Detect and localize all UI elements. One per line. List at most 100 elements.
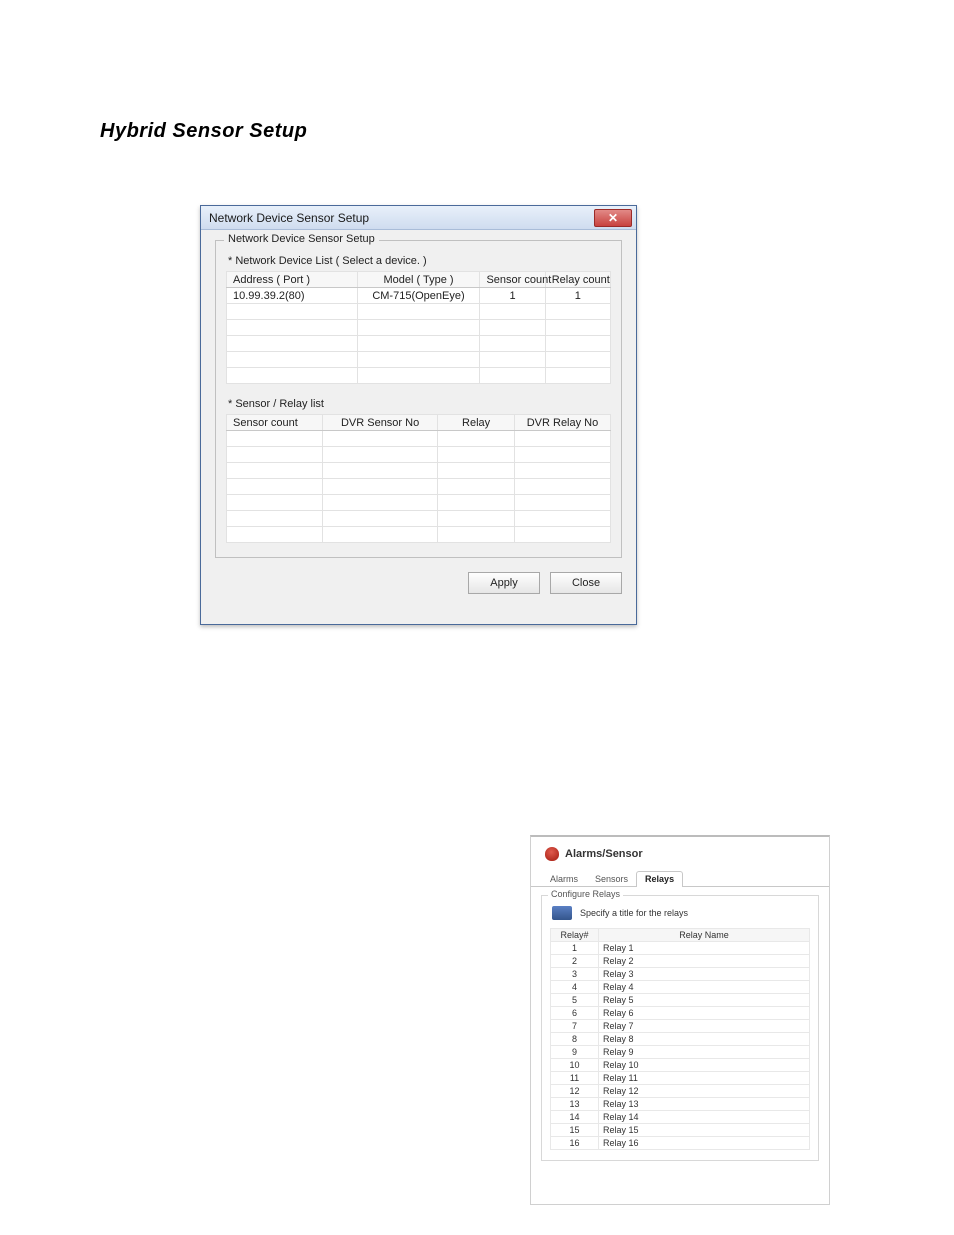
- sensor-relay-list-label: * Sensor / Relay list: [228, 398, 611, 410]
- cell-sensor-count: 1: [480, 288, 545, 304]
- cell-relay-name[interactable]: Relay 15: [599, 1124, 810, 1137]
- col-sensor-count2[interactable]: Sensor count: [227, 415, 323, 431]
- cell-address: 10.99.39.2(80): [227, 288, 358, 304]
- cell-relay-num: 2: [551, 955, 599, 968]
- cell-relay-name[interactable]: Relay 2: [599, 955, 810, 968]
- col-model[interactable]: Model ( Type ): [357, 272, 480, 288]
- table-row[interactable]: [227, 463, 611, 479]
- col-sensor-count[interactable]: Sensor count: [480, 272, 545, 288]
- cell-relay-num: 4: [551, 981, 599, 994]
- table-row[interactable]: [227, 304, 611, 320]
- table-row[interactable]: [227, 336, 611, 352]
- col-address[interactable]: Address ( Port ): [227, 272, 358, 288]
- table-row[interactable]: 2Relay 2: [551, 955, 810, 968]
- cell-relay-name[interactable]: Relay 16: [599, 1137, 810, 1150]
- table-row[interactable]: [227, 495, 611, 511]
- device-list-label: * Network Device List ( Select a device.…: [228, 255, 611, 267]
- cell-model: CM-715(OpenEye): [357, 288, 480, 304]
- hint-icon: [552, 906, 572, 920]
- col-relay[interactable]: Relay: [438, 415, 515, 431]
- cell-relay-num: 7: [551, 1020, 599, 1033]
- cell-relay-name[interactable]: Relay 7: [599, 1020, 810, 1033]
- cell-relay-num: 3: [551, 968, 599, 981]
- table-row[interactable]: 11Relay 11: [551, 1072, 810, 1085]
- hint-text: Specify a title for the relays: [580, 908, 688, 918]
- cell-relay-num: 11: [551, 1072, 599, 1085]
- table-row[interactable]: 10.99.39.2(80)CM-715(OpenEye)11: [227, 288, 611, 304]
- tab-alarms[interactable]: Alarms: [541, 871, 587, 887]
- table-row[interactable]: [227, 320, 611, 336]
- close-icon[interactable]: ✕: [594, 209, 632, 227]
- tab-bar: Alarms Sensors Relays: [531, 867, 829, 887]
- cell-relay-name[interactable]: Relay 5: [599, 994, 810, 1007]
- cell-relay-name[interactable]: Relay 1: [599, 942, 810, 955]
- table-row[interactable]: 7Relay 7: [551, 1020, 810, 1033]
- configure-relays-fieldset: Configure Relays Specify a title for the…: [541, 895, 819, 1161]
- cell-relay-num: 1: [551, 942, 599, 955]
- cell-relay-name[interactable]: Relay 6: [599, 1007, 810, 1020]
- cell-relay-name[interactable]: Relay 12: [599, 1085, 810, 1098]
- table-row[interactable]: [227, 447, 611, 463]
- device-list-table[interactable]: Address ( Port ) Model ( Type ) Sensor c…: [226, 271, 611, 384]
- table-row[interactable]: 6Relay 6: [551, 1007, 810, 1020]
- fieldset-legend: Network Device Sensor Setup: [224, 233, 379, 245]
- col-dvr-sensor-no[interactable]: DVR Sensor No: [323, 415, 438, 431]
- page-title: Hybrid Sensor Setup: [100, 120, 307, 143]
- cell-relay-name[interactable]: Relay 8: [599, 1033, 810, 1046]
- panel-heading: Alarms/Sensor: [531, 837, 829, 867]
- cell-relay-name[interactable]: Relay 11: [599, 1072, 810, 1085]
- col-relay-num[interactable]: Relay#: [551, 929, 599, 942]
- cell-relay-num: 6: [551, 1007, 599, 1020]
- table-row[interactable]: 5Relay 5: [551, 994, 810, 1007]
- sensor-relay-table[interactable]: Sensor count DVR Sensor No Relay DVR Rel…: [226, 414, 611, 543]
- cell-relay-num: 16: [551, 1137, 599, 1150]
- table-row[interactable]: [227, 352, 611, 368]
- table-row[interactable]: 10Relay 10: [551, 1059, 810, 1072]
- col-relay-count[interactable]: Relay count: [545, 272, 610, 288]
- cell-relay-num: 8: [551, 1033, 599, 1046]
- table-row[interactable]: 16Relay 16: [551, 1137, 810, 1150]
- apply-button[interactable]: Apply: [468, 572, 540, 594]
- relays-table[interactable]: Relay# Relay Name 1Relay 12Relay 23Relay…: [550, 928, 810, 1150]
- table-row[interactable]: [227, 527, 611, 543]
- alarms-sensor-panel: Alarms/Sensor Alarms Sensors Relays Conf…: [530, 835, 830, 1205]
- configure-relays-legend: Configure Relays: [548, 889, 623, 899]
- cell-relay-num: 14: [551, 1111, 599, 1124]
- cell-relay-num: 5: [551, 994, 599, 1007]
- cell-relay-name[interactable]: Relay 4: [599, 981, 810, 994]
- cell-relay-name[interactable]: Relay 13: [599, 1098, 810, 1111]
- close-button[interactable]: Close: [550, 572, 622, 594]
- table-row[interactable]: 12Relay 12: [551, 1085, 810, 1098]
- cell-relay-num: 9: [551, 1046, 599, 1059]
- cell-relay-num: 10: [551, 1059, 599, 1072]
- cell-relay-name[interactable]: Relay 9: [599, 1046, 810, 1059]
- table-row[interactable]: 14Relay 14: [551, 1111, 810, 1124]
- tab-relays[interactable]: Relays: [636, 871, 683, 887]
- panel-heading-text: Alarms/Sensor: [565, 848, 643, 860]
- table-row[interactable]: 15Relay 15: [551, 1124, 810, 1137]
- network-device-sensor-setup-dialog: Network Device Sensor Setup ✕ Network De…: [200, 205, 637, 625]
- dialog-title: Network Device Sensor Setup: [209, 211, 594, 225]
- col-relay-name[interactable]: Relay Name: [599, 929, 810, 942]
- cell-relay-num: 12: [551, 1085, 599, 1098]
- device-sensor-fieldset: Network Device Sensor Setup * Network De…: [215, 240, 622, 558]
- table-row[interactable]: 13Relay 13: [551, 1098, 810, 1111]
- table-row[interactable]: 3Relay 3: [551, 968, 810, 981]
- cell-relay-name[interactable]: Relay 3: [599, 968, 810, 981]
- cell-relay-name[interactable]: Relay 10: [599, 1059, 810, 1072]
- table-row[interactable]: [227, 368, 611, 384]
- cell-relay-num: 13: [551, 1098, 599, 1111]
- dialog-titlebar: Network Device Sensor Setup ✕: [201, 206, 636, 230]
- table-row[interactable]: 9Relay 9: [551, 1046, 810, 1059]
- table-row[interactable]: 1Relay 1: [551, 942, 810, 955]
- table-row[interactable]: [227, 479, 611, 495]
- cell-relay-name[interactable]: Relay 14: [599, 1111, 810, 1124]
- cell-relay-count: 1: [545, 288, 610, 304]
- table-row[interactable]: 8Relay 8: [551, 1033, 810, 1046]
- col-dvr-relay-no[interactable]: DVR Relay No: [514, 415, 610, 431]
- table-row[interactable]: 4Relay 4: [551, 981, 810, 994]
- table-row[interactable]: [227, 431, 611, 447]
- table-row[interactable]: [227, 511, 611, 527]
- cell-relay-num: 15: [551, 1124, 599, 1137]
- tab-sensors[interactable]: Sensors: [586, 871, 637, 887]
